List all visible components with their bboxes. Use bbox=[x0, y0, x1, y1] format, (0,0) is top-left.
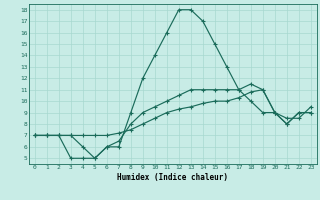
X-axis label: Humidex (Indice chaleur): Humidex (Indice chaleur) bbox=[117, 173, 228, 182]
